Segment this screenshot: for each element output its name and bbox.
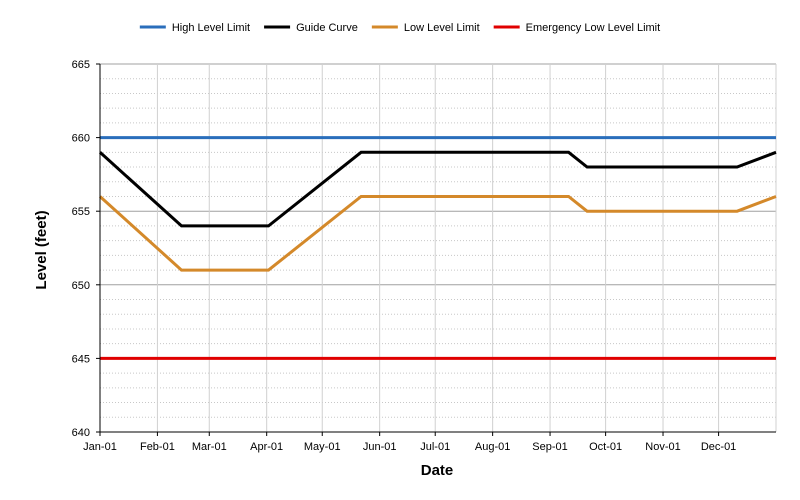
- y-axis-title: Level (feet): [33, 210, 50, 289]
- grid: [99, 63, 777, 433]
- legend-label: Emergency Low Level Limit: [526, 22, 661, 34]
- y-tick-label: 650: [72, 280, 90, 292]
- legend-item-high-level-limit: High Level Limit: [139, 22, 250, 34]
- x-tick-label: Apr-01: [250, 441, 283, 453]
- series-line-guide-curve: [98, 150, 777, 228]
- x-tick-label: Feb-01: [140, 441, 175, 453]
- x-tick-label: Nov-01: [645, 441, 680, 453]
- x-tick-label: Mar-01: [192, 441, 227, 453]
- x-tick-label: Sep-01: [532, 441, 567, 453]
- axes: 640 645 650 655 660 665 Jan-01 Feb-01 Mar-01 Apr-…: [72, 59, 776, 453]
- legend-item-guide-curve: Guide Curve: [264, 22, 358, 34]
- x-tick-label: Dec-01: [701, 441, 736, 453]
- x-tick-label: May-01: [304, 441, 341, 453]
- x-tick-label: Jun-01: [363, 441, 397, 453]
- y-tick-label: 640: [72, 427, 90, 439]
- x-tick-label: Aug-01: [475, 441, 510, 453]
- y-tick-label: 665: [72, 59, 90, 71]
- legend-item-low-level-limit: Low Level Limit: [371, 22, 480, 34]
- series-line-low-level-limit: [98, 195, 777, 272]
- x-tick-label: Oct-01: [589, 441, 622, 453]
- legend: High Level Limit Guide Curve Low Level Lim…: [139, 22, 661, 34]
- x-tick-label: Jan-01: [83, 441, 117, 453]
- legend-label: Guide Curve: [296, 22, 358, 34]
- y-tick-label: 655: [72, 206, 90, 218]
- y-tick-label: 660: [72, 133, 90, 145]
- series-layer: [98, 136, 777, 360]
- y-tick-label: 645: [72, 353, 90, 365]
- legend-label: Low Level Limit: [404, 22, 480, 34]
- x-axis-title: Date: [421, 462, 454, 479]
- legend-label: High Level Limit: [172, 22, 250, 34]
- x-tick-label: Jul-01: [420, 441, 450, 453]
- legend-item-emergency-low-level-limit: Emergency Low Level Limit: [493, 22, 661, 34]
